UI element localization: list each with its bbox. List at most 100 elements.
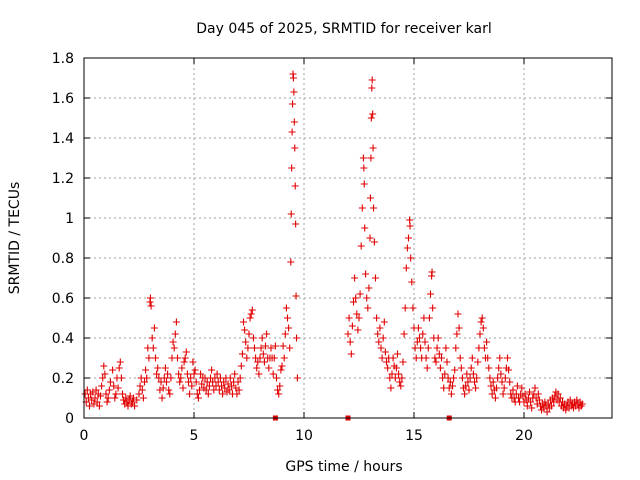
data-point (566, 396, 574, 404)
data-point (188, 382, 196, 390)
data-point (471, 378, 478, 386)
data-point (476, 330, 484, 338)
data-point (227, 382, 235, 390)
y-tick-label: 1.8 (52, 51, 74, 67)
data-point (202, 386, 210, 394)
data-point (535, 396, 543, 404)
data-point (256, 354, 264, 362)
data-point (213, 370, 221, 378)
data-point (348, 322, 356, 330)
data-point (98, 382, 106, 390)
data-point (177, 374, 185, 382)
data-point (488, 390, 496, 398)
data-point (105, 386, 113, 394)
data-point (111, 394, 119, 402)
data-point (438, 354, 445, 362)
data-point (169, 338, 177, 346)
data-point (289, 100, 297, 108)
data-point (234, 378, 242, 386)
data-point (352, 294, 360, 302)
data-point (139, 394, 147, 402)
data-point (117, 374, 125, 382)
data-point (290, 118, 298, 126)
data-point (449, 382, 456, 390)
data-point (528, 404, 536, 412)
data-point (182, 348, 190, 356)
data-point (183, 370, 191, 378)
data-point (462, 382, 470, 390)
data-point (398, 374, 406, 382)
data-point (92, 386, 100, 394)
data-point (119, 390, 126, 398)
data-point (257, 344, 265, 352)
y-axis-title: SRMTID / TECUs (7, 182, 23, 295)
data-point (146, 294, 154, 302)
data-point (270, 354, 278, 362)
data-point (254, 358, 262, 366)
data-point (290, 88, 298, 96)
data-point (498, 378, 506, 386)
data-point (416, 334, 423, 342)
data-point (483, 338, 491, 346)
data-point (255, 370, 263, 378)
data-point (368, 84, 376, 92)
data-point (259, 350, 267, 358)
x-tick-label: 5 (190, 428, 199, 444)
data-point (285, 324, 293, 332)
data-point (489, 378, 497, 386)
data-point (95, 402, 103, 410)
data-point (454, 310, 462, 318)
data-point (372, 274, 379, 282)
data-point (361, 224, 369, 232)
data-point (193, 390, 201, 398)
data-point (469, 370, 477, 378)
data-point (109, 366, 117, 374)
data-point (286, 344, 294, 352)
data-point (403, 244, 411, 252)
data-point (248, 306, 256, 314)
data-point (497, 370, 505, 378)
data-point (114, 384, 122, 392)
data-point (406, 216, 414, 224)
data-point (422, 354, 430, 362)
data-point (384, 364, 392, 372)
data-point (381, 348, 389, 356)
y-tick-label: 0.4 (52, 331, 74, 347)
grid-lines (84, 58, 612, 418)
data-point (143, 374, 151, 382)
data-point (288, 128, 296, 136)
data-point (443, 358, 451, 366)
data-point (374, 330, 382, 338)
data-point (442, 344, 450, 352)
data-point (86, 402, 93, 410)
data-point (241, 326, 249, 334)
data-point (396, 378, 404, 386)
data-point (115, 364, 123, 372)
data-point (133, 396, 141, 404)
data-point (244, 344, 252, 352)
data-point (441, 370, 449, 378)
data-point (208, 366, 216, 374)
data-point (112, 390, 120, 398)
data-point (175, 370, 183, 378)
data-point (279, 342, 287, 350)
data-point (102, 390, 110, 398)
data-point (435, 350, 443, 358)
data-point (251, 344, 258, 352)
data-point (165, 386, 173, 394)
data-point (388, 370, 396, 378)
data-point (91, 394, 99, 402)
x-tick-labels: 0 5 10 15 20 (80, 428, 533, 444)
data-point (425, 314, 433, 322)
data-point (287, 210, 295, 218)
data-point (499, 390, 507, 398)
data-point (104, 394, 112, 402)
data-point (453, 330, 461, 338)
data-point (395, 370, 403, 378)
data-point (220, 378, 228, 386)
data-point (414, 324, 422, 332)
data-point (424, 344, 432, 352)
data-point (446, 378, 454, 386)
data-point (273, 374, 280, 382)
data-point (225, 386, 233, 394)
